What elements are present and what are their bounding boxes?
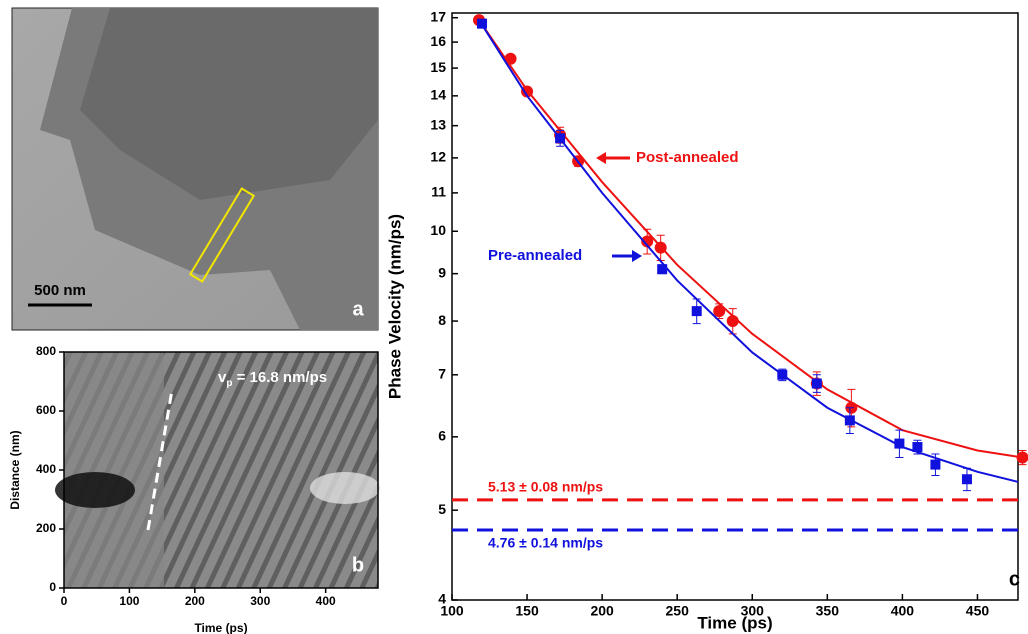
x-tick-label: 450: [966, 603, 990, 619]
y-tick-label: 9: [438, 264, 446, 280]
point: [812, 379, 822, 389]
point: [894, 439, 904, 449]
point: [555, 133, 565, 143]
x-tick-label: 400: [891, 603, 915, 619]
y-tick-label: 6: [438, 428, 446, 444]
point: [692, 306, 702, 316]
arrow-head: [596, 152, 606, 164]
point: [777, 370, 787, 380]
arrow-head: [632, 250, 642, 262]
x-tick-label: 150: [515, 603, 539, 619]
x-tick-label: 350: [816, 603, 840, 619]
x-tick-label: 100: [119, 594, 139, 608]
y-tick-label: 15: [430, 59, 446, 75]
y-tick-label: 11: [431, 184, 446, 200]
asymptote-label: 5.13 ± 0.08 nm/ps: [488, 479, 603, 495]
x-tick-label: 400: [316, 594, 336, 608]
y-tick-label: 0: [49, 580, 56, 594]
y-tick-label: 200: [36, 521, 56, 535]
point: [912, 442, 922, 452]
y-tick-label: 400: [36, 462, 56, 476]
fit-line: [479, 20, 1022, 457]
figure: 500 nm a vp = 16.8 nm/ps 0 100 200 300 400 0 2…: [0, 0, 1028, 634]
point: [962, 474, 972, 484]
y-tick-label: 600: [36, 403, 56, 417]
x-tick-label: 200: [185, 594, 205, 608]
y-tick-label: 5: [438, 501, 446, 517]
velocity-annotation: vp = 16.8 nm/ps: [218, 369, 327, 389]
image-shade: [64, 352, 164, 588]
series-label: Pre-annealed: [488, 247, 582, 264]
x-tick-label: 250: [666, 603, 690, 619]
panel-label: c: [1009, 568, 1020, 590]
panel-a: 500 nm a: [12, 8, 378, 330]
asymptote-label: 4.76 ± 0.14 nm/ps: [488, 535, 603, 551]
y-axis-title: Phase Velocity (nm/ps): [385, 214, 404, 399]
y-tick-label: 7: [438, 365, 446, 381]
x-tick-label: 300: [250, 594, 270, 608]
x-axis-title: Time (ps): [194, 621, 247, 634]
point: [727, 315, 739, 327]
scale-bar-label: 500 nm: [34, 282, 86, 299]
point: [930, 460, 940, 470]
x-tick-label: 200: [590, 603, 614, 619]
panel-label: b: [352, 554, 364, 576]
y-tick-label: 16: [430, 33, 446, 49]
point: [845, 415, 855, 425]
y-tick-label: 8: [438, 312, 446, 328]
y-tick-label: 13: [430, 116, 446, 132]
point: [1017, 451, 1028, 463]
y-axis-title: Distance (nm): [8, 430, 22, 509]
panel-b-image: [55, 352, 380, 588]
x-tick-label: 0: [61, 594, 68, 608]
bright-spot: [310, 472, 380, 504]
y-tick-label: 14: [430, 87, 446, 103]
y-tick-label: 17: [430, 8, 446, 24]
point: [713, 305, 725, 317]
y-tick-label: 10: [430, 222, 446, 238]
y-tick-label: 4: [438, 591, 446, 607]
point: [477, 19, 487, 29]
point: [655, 242, 667, 254]
dark-spot: [55, 472, 135, 508]
panel-label: a: [352, 298, 364, 320]
x-axis-title: Time (ps): [697, 613, 772, 632]
point: [657, 264, 667, 274]
y-tick-label: 12: [430, 149, 446, 165]
series-label: Post-annealed: [636, 149, 739, 166]
y-tick-label: 800: [36, 344, 56, 358]
